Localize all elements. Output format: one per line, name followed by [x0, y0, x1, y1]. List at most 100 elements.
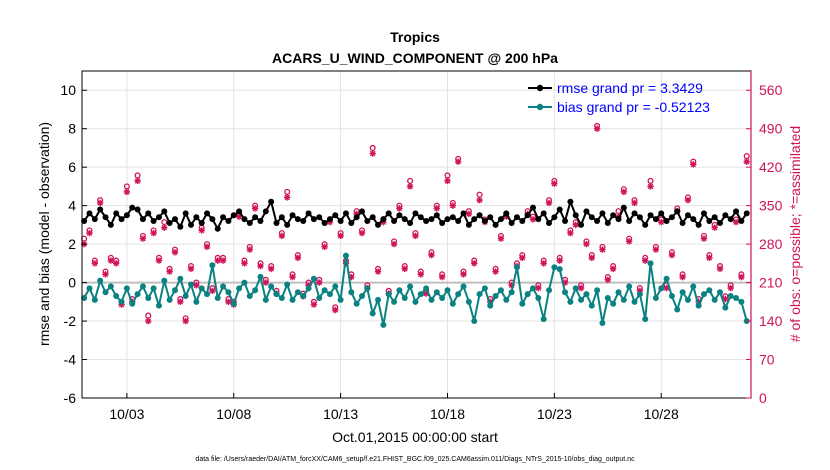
bias-point [652, 294, 659, 301]
obs-star-stroke [396, 205, 403, 212]
obs-star-stroke [701, 235, 707, 242]
bias-point [230, 300, 237, 307]
obs-star-stroke [188, 266, 194, 272]
obs-possible-point [647, 177, 654, 184]
obs-star-stroke [359, 230, 365, 236]
bias-point [706, 287, 713, 294]
bias-point [471, 318, 478, 325]
obs-star-stroke [279, 233, 285, 239]
y2-tick-label: 140 [759, 313, 783, 329]
rmse-point [567, 198, 574, 205]
rmse-point [348, 219, 355, 226]
obs-star-stroke [476, 197, 483, 203]
rmse-point [738, 218, 745, 225]
rmse-point [161, 208, 168, 215]
obs-assimilated-point [134, 177, 141, 185]
obs-star-stroke [263, 279, 269, 286]
bias-point [460, 283, 467, 290]
obs-possible-point [369, 144, 376, 151]
obs-assimilated-point [225, 298, 232, 306]
obs-star-stroke [225, 299, 232, 305]
bias-point [209, 262, 216, 269]
bias-point [161, 277, 168, 284]
grid-lines [82, 71, 751, 399]
bias-point [594, 287, 601, 294]
obs-assimilated-point [177, 298, 184, 306]
obs-assimilated-point [716, 265, 724, 273]
bias-point [658, 285, 665, 292]
obs-assimilated-point [267, 265, 275, 273]
obs-assimilated-point [652, 246, 660, 253]
bias-point [198, 285, 205, 292]
bias-point [684, 296, 691, 303]
bias-point [268, 283, 275, 290]
bias-point [342, 252, 349, 259]
obs-assimilated-point [161, 224, 168, 231]
bias-point [204, 291, 211, 298]
rmse-point [572, 212, 579, 219]
y2-tick-label: 490 [759, 121, 783, 137]
rmse-point [107, 221, 114, 228]
obs-assimilated-point [155, 257, 163, 264]
rmse-point [316, 214, 323, 221]
rmse-point [220, 214, 227, 221]
obs-assimilated-point [743, 158, 750, 165]
obs-star-stroke [289, 274, 296, 280]
bias-point [129, 300, 136, 307]
legend-rmse-label: rmse grand pr = 3.3429 [557, 80, 703, 96]
rmse-point [326, 216, 333, 223]
obs-assimilated-point [690, 161, 697, 168]
obs-star-stroke [631, 200, 638, 206]
obs-assimilated-point [476, 196, 483, 204]
bias-point [107, 283, 114, 290]
obs-star-stroke [391, 241, 397, 247]
rmse-point [246, 219, 253, 226]
legend-bias-marker [536, 103, 544, 111]
obs-star-stroke [743, 158, 750, 165]
bias-point [481, 285, 488, 292]
rmse-point [428, 216, 435, 223]
obs-assimilated-point [316, 279, 323, 286]
bias-point [508, 289, 515, 296]
rmse-point [471, 216, 478, 223]
rmse-point [353, 214, 360, 221]
bias-point [503, 296, 510, 303]
bias-point [102, 289, 109, 296]
x-tick-label: 10/23 [537, 406, 572, 422]
bias-point [326, 291, 333, 298]
obs-assimilated-point [278, 232, 286, 240]
rmse-point [631, 210, 638, 217]
obs-star-stroke [444, 178, 451, 184]
y-tick-label: -2 [64, 313, 77, 329]
obs-star-stroke [551, 180, 558, 187]
rmse-point [134, 206, 141, 213]
obs-star-stroke [466, 211, 472, 217]
rmse-point [529, 204, 536, 211]
rmse-point [556, 206, 563, 213]
rmse-point [700, 210, 707, 217]
rmse-point [620, 204, 627, 211]
y-tick-label: 8 [68, 121, 76, 137]
obs-assimilated-point [620, 188, 628, 196]
footnote: data file: /Users/raeder/DAI/ATM_forcXX/… [195, 456, 635, 463]
obs-assimilated-point [406, 183, 414, 190]
rmse-point [364, 218, 371, 225]
obs-star-stroke [450, 202, 456, 209]
rmse-point [610, 212, 617, 219]
obs-assimilated-point [492, 268, 499, 275]
obs-star-stroke [455, 158, 461, 165]
obs-star-stroke [556, 257, 563, 264]
rmse-point [321, 219, 328, 226]
obs-assimilated-point [219, 257, 227, 264]
rmse-point [310, 216, 317, 223]
bias-point [695, 302, 702, 309]
obs-star-stroke [214, 257, 221, 264]
rmse-point [86, 210, 93, 217]
obs-star-stroke [321, 244, 328, 250]
obs-assimilated-point [433, 205, 441, 212]
bias-point [364, 285, 371, 292]
obs-assimilated-point [604, 276, 611, 284]
bias-point [134, 291, 141, 298]
bias-point [717, 289, 724, 296]
obs-assimilated-point [396, 205, 403, 212]
